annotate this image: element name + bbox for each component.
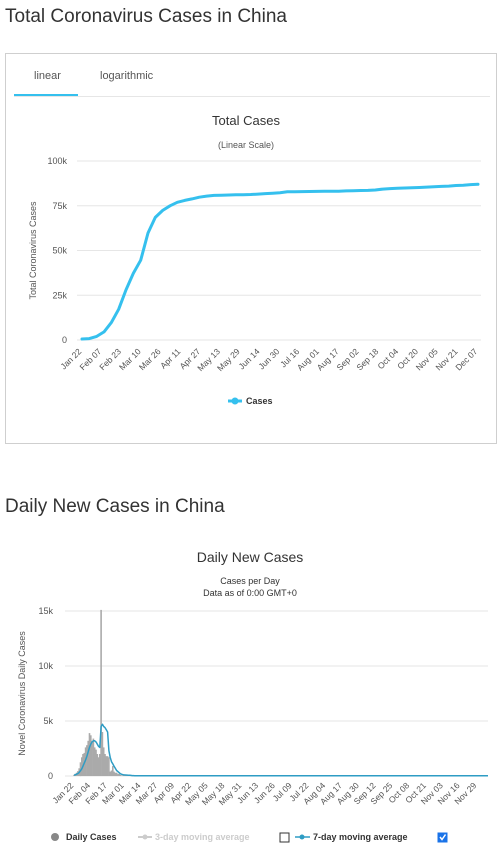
legend-seven-day-label: 7-day moving average <box>313 832 408 842</box>
y-tick-label: 15k <box>38 606 53 616</box>
daily-cases-bar <box>122 775 124 776</box>
daily-cases-bar <box>97 757 100 776</box>
daily-cases-bar <box>113 771 115 776</box>
x-tick-label: Dec 07 <box>453 346 479 372</box>
x-tick-label: Jun 14 <box>236 346 261 371</box>
tab-logarithmic[interactable]: logarithmic <box>100 70 154 82</box>
daily-cases-bar <box>95 749 97 776</box>
chart-title: Total Cases <box>212 113 280 128</box>
daily-cases-bar <box>79 762 82 777</box>
daily-cases-bar <box>91 740 93 776</box>
active-tab-indicator <box>14 94 78 96</box>
daily-cases-bar <box>117 773 119 776</box>
daily-cases-bar <box>100 609 102 776</box>
x-tick-label: Apr 11 <box>158 346 183 371</box>
daily-cases-bar <box>115 772 118 776</box>
three-day-average-checkbox[interactable] <box>279 832 290 843</box>
daily-cases-bar <box>92 738 95 776</box>
daily-cases-chart: Daily New Cases Cases per Day Data as of 0… <box>17 549 488 843</box>
daily-cases-bar <box>99 754 101 776</box>
daily-cases-bar <box>109 771 111 776</box>
x-tick-label: Sep 18 <box>354 346 380 372</box>
legend-cases-marker <box>231 397 239 405</box>
scale-tabs: linear logarithmic <box>14 64 490 97</box>
legend-daily-cases-marker <box>51 833 59 841</box>
chart-subtitle-line: Data as of 0:00 GMT+0 <box>203 588 297 598</box>
daily-cases-bar <box>114 772 117 776</box>
total-cases-card: linear logarithmic Total Cases (Linear Sc… <box>5 53 497 444</box>
x-tick-label: Oct 04 <box>375 346 400 371</box>
legend-daily-cases-label: Daily Cases <box>66 832 117 842</box>
cases-line <box>80 182 480 341</box>
chart-subtitle-line: Cases per Day <box>220 576 280 586</box>
y-tick-label: 50k <box>52 246 67 256</box>
daily-cases-bar <box>90 735 92 776</box>
y-axis-label: Novel Coronavirus Daily Cases <box>17 631 27 756</box>
daily-cases-bar <box>102 747 105 776</box>
daily-cases-bar <box>108 757 110 776</box>
chart-subtitle: (Linear Scale) <box>218 140 274 150</box>
daily-cases-bar <box>110 770 113 776</box>
daily-cases-bar <box>86 745 88 776</box>
legend-three-day-marker <box>142 834 148 840</box>
legend-three-day-label: 3-day moving average <box>155 832 250 842</box>
daily-cases-bar <box>104 754 106 776</box>
y-axis-label: Total Coronavirus Cases <box>28 201 38 300</box>
daily-cases-bar <box>106 756 109 776</box>
daily-cases-bar <box>96 754 99 776</box>
daily-cases-bar <box>93 747 96 776</box>
daily-cases-bar <box>87 740 89 776</box>
y-tick-label: 5k <box>43 716 53 726</box>
total-cases-chart: Total Cases (Linear Scale) 0 25k 50k 75k 100k T… <box>28 113 481 406</box>
seven-day-average-line <box>73 723 488 777</box>
legend-cases-label: Cases <box>246 396 273 406</box>
daily-cases-bar <box>73 774 75 776</box>
daily-cases-bar <box>119 774 122 776</box>
x-tick-label: Mar 26 <box>137 346 163 372</box>
daily-cases-heading: Daily New Cases in China <box>5 496 225 517</box>
x-tick-label: Jun 30 <box>256 346 281 371</box>
daily-cases-bar <box>81 757 83 776</box>
y-tick-label: 75k <box>52 201 67 211</box>
daily-cases-bar <box>123 775 126 776</box>
y-tick-label: 10k <box>38 661 53 671</box>
daily-cases-bar <box>118 773 120 776</box>
x-tick-label: May 29 <box>215 346 242 373</box>
y-tick-label: 100k <box>47 156 67 166</box>
daily-cases-bar <box>88 733 91 776</box>
total-cases-heading: Total Coronavirus Cases in China <box>5 6 287 27</box>
y-tick-label: 25k <box>52 290 67 300</box>
y-tick-label: 0 <box>48 771 53 781</box>
daily-cases-bar <box>121 775 123 776</box>
legend-seven-day-marker <box>299 834 305 840</box>
daily-cases-bar <box>101 732 104 776</box>
chart-title: Daily New Cases <box>197 549 304 565</box>
tab-linear[interactable]: linear <box>34 70 61 82</box>
daily-cases-bar <box>112 766 114 776</box>
checkmark-icon <box>439 834 447 841</box>
daily-cases-bar <box>105 756 108 776</box>
y-tick-label: 0 <box>62 335 67 345</box>
